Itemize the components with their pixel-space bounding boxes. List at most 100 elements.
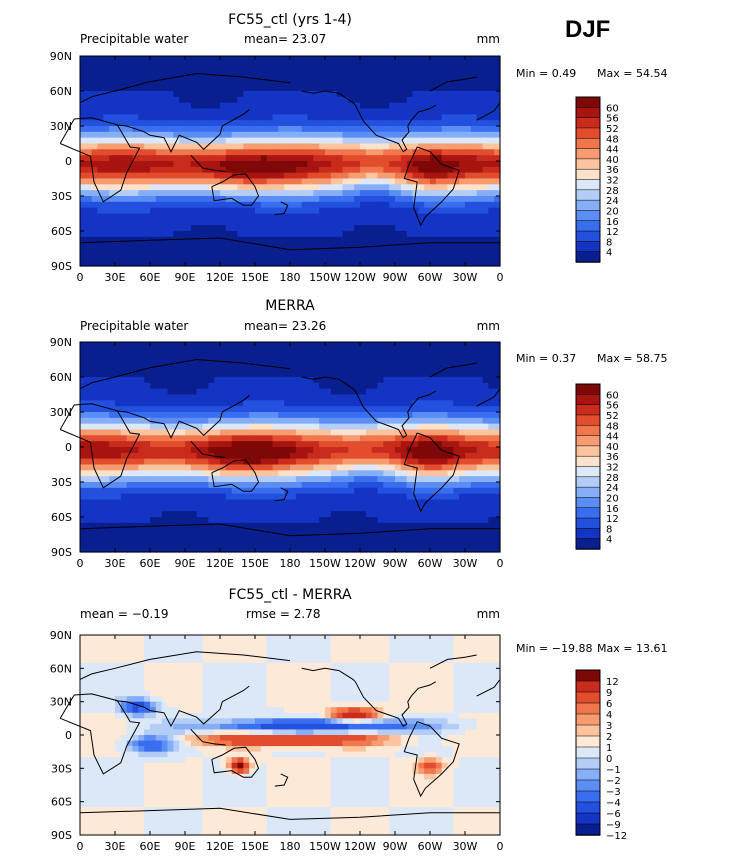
colorbar-box xyxy=(575,168,601,181)
x-tick-label: 0 xyxy=(497,271,504,284)
colorbar-label: −4 xyxy=(606,798,621,809)
colorbar-box xyxy=(575,189,601,201)
colorbar-label: 0 xyxy=(606,754,612,765)
colorbar-label: 8 xyxy=(606,524,612,535)
x-tick-label: 150W xyxy=(309,557,341,570)
panel-title: MERRA xyxy=(265,298,315,314)
colorbar-box xyxy=(575,230,601,243)
y-tick-label: 90N xyxy=(50,336,72,349)
y-tick-label: 60N xyxy=(50,371,72,384)
colorbar-box xyxy=(575,757,601,770)
max-label: Max = 58.75 xyxy=(597,352,667,365)
x-tick-label: 120E xyxy=(206,840,234,853)
colorbar-box xyxy=(575,497,601,509)
coastline xyxy=(114,395,250,439)
x-tick-label: 30E xyxy=(105,271,126,284)
colorbar-box xyxy=(575,251,601,263)
colorbar-box xyxy=(575,713,601,726)
colorbar-box xyxy=(575,476,601,488)
x-tick-label: 180 xyxy=(280,557,301,570)
colorbar-label: 16 xyxy=(606,504,619,515)
x-tick-label: 30W xyxy=(453,840,478,853)
x-tick-label: 150E xyxy=(241,271,269,284)
x-tick-label: 120W xyxy=(344,840,376,853)
y-tick-label: 60N xyxy=(50,662,72,675)
x-tick-label: 30W xyxy=(453,557,478,570)
variable-label: Precipitable water xyxy=(80,319,188,333)
colorbar-box xyxy=(575,486,601,499)
colorbar-box xyxy=(575,517,601,530)
colorbar-label: 32 xyxy=(606,463,619,474)
coastline xyxy=(403,721,460,798)
coastline xyxy=(211,459,260,492)
x-tick-label: 90E xyxy=(175,840,196,853)
colorbar-frame xyxy=(575,383,601,550)
x-tick-label: 180 xyxy=(280,271,301,284)
units-label: mm xyxy=(477,319,500,333)
coastline xyxy=(79,72,291,104)
colorbar-box xyxy=(575,735,601,748)
colorbar-label: 44 xyxy=(606,145,619,156)
x-tick-label: 0 xyxy=(77,840,84,853)
min-label: Min = 0.49 xyxy=(516,67,576,80)
colorbar-label: 24 xyxy=(606,483,619,494)
colorbar-box xyxy=(575,702,601,715)
coastline xyxy=(59,403,141,489)
y-tick-label: 60S xyxy=(51,225,72,238)
colorbar-frame xyxy=(575,669,601,836)
colorbar-box xyxy=(575,127,601,140)
colorbar-box xyxy=(575,445,601,457)
x-tick-label: 120W xyxy=(344,557,376,570)
x-tick-label: 90E xyxy=(175,557,196,570)
x-tick-label: 30E xyxy=(105,557,126,570)
x-tick-label: 180 xyxy=(280,840,301,853)
colorbar-label: 32 xyxy=(606,176,619,187)
coastline xyxy=(114,685,250,728)
coastline xyxy=(429,654,477,669)
y-tick-label: 30N xyxy=(50,120,72,133)
coastline xyxy=(403,146,460,227)
colorbar-box xyxy=(575,210,601,222)
colorbar-label: 4 xyxy=(606,535,612,546)
y-tick-label: 90S xyxy=(51,260,72,273)
panel-title: FC55_ctl - MERRA xyxy=(228,587,351,603)
y-tick-label: 30N xyxy=(50,406,72,419)
colorbar-box xyxy=(575,455,601,468)
colorbar-label: −2 xyxy=(606,776,621,787)
coastline xyxy=(190,154,226,172)
colorbar-label: 3 xyxy=(606,721,612,732)
colorbar-label: −1 xyxy=(606,765,621,776)
coastlines xyxy=(59,651,501,820)
coastline xyxy=(79,523,500,537)
y-tick-label: 0 xyxy=(65,729,72,742)
colorbar-label: 20 xyxy=(606,206,619,217)
season-label: DJF xyxy=(565,16,611,43)
y-tick-label: 60S xyxy=(51,796,72,809)
colorbar-label: 36 xyxy=(606,452,619,463)
colorbar-label: 52 xyxy=(606,411,619,422)
colorbar-box xyxy=(575,680,601,693)
colorbar-label: 4 xyxy=(606,248,612,259)
coastline xyxy=(301,667,356,683)
coastline xyxy=(211,173,260,206)
rmse-label: rmse = 2.78 xyxy=(246,607,320,621)
colorbar-box xyxy=(575,117,601,129)
colorbar-box xyxy=(575,179,601,191)
max-label: Max = 54.54 xyxy=(597,67,667,80)
colorbar-label: 12 xyxy=(606,514,619,525)
x-tick-label: 90W xyxy=(383,840,408,853)
x-tick-label: 120W xyxy=(344,271,376,284)
coastline xyxy=(59,693,141,775)
x-tick-label: 60E xyxy=(140,271,161,284)
colorbar-box xyxy=(575,691,601,704)
y-tick-label: 30S xyxy=(51,762,72,775)
x-tick-label: 150W xyxy=(309,840,341,853)
colorbar-label: 1 xyxy=(606,743,612,754)
colorbar-label: 2 xyxy=(606,732,612,743)
coastline xyxy=(59,117,141,203)
colorbar-label: 36 xyxy=(606,165,619,176)
colorbar-label: −12 xyxy=(606,831,627,842)
colorbar-label: 20 xyxy=(606,493,619,504)
colorbar-label: 56 xyxy=(606,401,619,412)
